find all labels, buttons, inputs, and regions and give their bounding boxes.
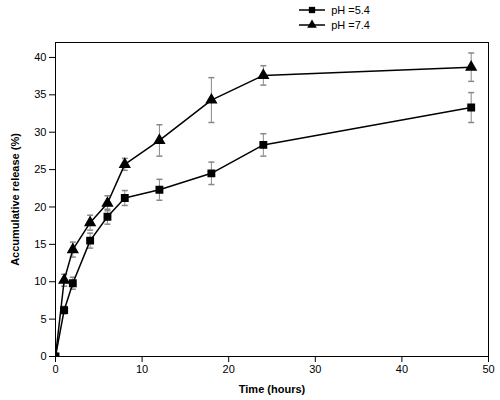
svg-text:30: 30 — [34, 126, 46, 138]
svg-text:5: 5 — [40, 313, 46, 325]
svg-text:10: 10 — [136, 363, 148, 375]
svg-text:50: 50 — [482, 363, 494, 375]
svg-text:30: 30 — [309, 363, 321, 375]
svg-text:40: 40 — [396, 363, 408, 375]
svg-text:0: 0 — [52, 363, 58, 375]
svg-text:Time (hours): Time (hours) — [239, 383, 306, 395]
html-text:pH =7.4: pH =7.4 — [331, 18, 370, 31]
html-text:pH =5.4: pH =5.4 — [331, 3, 370, 16]
svg-text:35: 35 — [34, 88, 46, 100]
svg-text:20: 20 — [34, 200, 46, 212]
svg-text:15: 15 — [34, 238, 46, 250]
svg-text:20: 20 — [223, 363, 235, 375]
svg-text:25: 25 — [34, 163, 46, 175]
svg-text:Accumulative release (%): Accumulative release (%) — [9, 133, 21, 266]
svg-text:40: 40 — [34, 51, 46, 63]
svg-text:0: 0 — [40, 350, 46, 362]
svg-text:10: 10 — [34, 275, 46, 287]
